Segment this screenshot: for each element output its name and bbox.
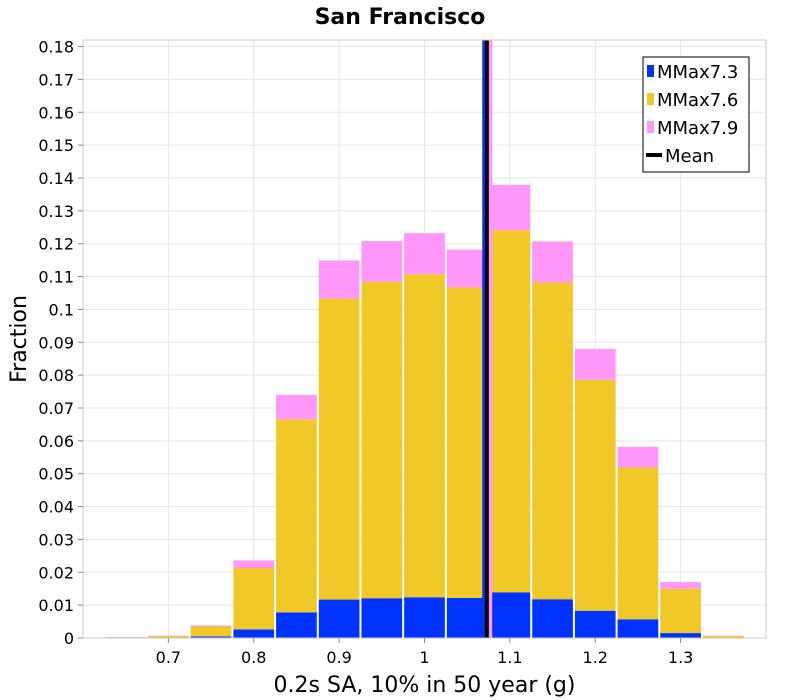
bar-mmax7-3	[617, 619, 659, 638]
y-tick-label: 0.16	[38, 103, 74, 122]
y-tick-label: 0.1	[49, 300, 74, 319]
bar-mmax7-6	[318, 298, 360, 600]
bar-mmax7-6	[660, 588, 701, 634]
x-axis-label: 0.2s SA, 10% in 50 year (g)	[274, 673, 576, 698]
bar-mmax7-6	[361, 281, 403, 599]
bar-mmax7-9	[361, 241, 403, 282]
bar-mmax7-3	[318, 599, 360, 638]
y-tick-label: 0.01	[38, 596, 74, 615]
y-tick-label: 0.07	[38, 399, 74, 418]
x-tick-label: 1.1	[497, 648, 522, 667]
y-tick-label: 0.17	[38, 70, 74, 89]
x-tick-label: 0.9	[326, 648, 351, 667]
legend-box	[642, 56, 750, 173]
bar-mmax7-3	[361, 598, 403, 638]
bar-mmax7-6	[574, 379, 616, 611]
y-tick-label: 0.11	[38, 268, 74, 287]
y-tick-label: 0.15	[38, 136, 74, 155]
bar-mmax7-9	[190, 625, 232, 627]
y-tick-label: 0.02	[38, 563, 74, 582]
bar-mmax7-9	[318, 260, 360, 299]
legend-label-mean: Mean	[665, 146, 714, 167]
bar-mmax7-3	[190, 636, 232, 638]
bar-mmax7-9	[660, 582, 701, 589]
y-tick-label: 0.05	[38, 465, 74, 484]
x-tick-label: 0.8	[241, 648, 266, 667]
y-tick-label: 0.18	[38, 38, 74, 57]
y-tick-label: 0.13	[38, 202, 74, 221]
bars	[105, 184, 744, 638]
bar-mmax7-9	[446, 249, 488, 288]
y-tick-label: 0.08	[38, 366, 74, 385]
legend-swatch-mmax7-3	[647, 65, 654, 77]
x-axis-ticks: 0.7 0.8 0.9 1 1.1 1.2 1.3	[156, 638, 693, 667]
y-tick-label: 0.06	[38, 432, 74, 451]
bar-mmax7-6	[702, 636, 744, 638]
bar-mmax7-6	[233, 568, 275, 630]
bar-mmax7-6	[617, 467, 659, 620]
bar-mmax7-6	[404, 274, 445, 598]
bar-mmax7-3	[574, 610, 616, 638]
x-tick-label: 1	[419, 648, 429, 667]
bar-mmax7-6	[532, 282, 573, 600]
bar-mmax7-9	[233, 560, 275, 569]
legend-label-mmax7-3: MMax7.3	[657, 62, 738, 83]
y-tick-label: 0.14	[38, 169, 74, 188]
bar-mmax7-6	[489, 230, 531, 593]
bar-mmax7-3	[233, 629, 275, 638]
y-axis-label: Fraction	[7, 295, 32, 383]
y-tick-label: 0	[64, 629, 74, 648]
bar-mmax7-6	[276, 419, 317, 613]
bar-mmax7-6	[148, 636, 189, 638]
y-tick-label: 0.03	[38, 530, 74, 549]
chart-title: San Francisco	[315, 5, 486, 30]
y-tick-label: 0.04	[38, 498, 74, 517]
mean-lines	[482, 40, 493, 638]
bar-mmax7-9	[532, 241, 573, 283]
x-tick-label: 1.3	[668, 648, 693, 667]
bar-mmax7-9	[617, 446, 659, 468]
legend-label-mmax7-9: MMax7.9	[657, 118, 738, 139]
bar-mmax7-3	[446, 597, 488, 638]
bar-mmax7-6	[190, 626, 232, 637]
legend: MMax7.3 MMax7.6 MMax7.9 Mean	[642, 56, 750, 173]
bar-mmax7-9	[574, 348, 616, 380]
bar-mmax7-3	[532, 599, 573, 638]
x-tick-label: 0.7	[156, 648, 181, 667]
bar-mmax7-6	[446, 287, 488, 598]
bar-mmax7-9	[404, 233, 445, 275]
y-axis-ticks: 0 0.01 0.02 0.03 0.04 0.05 0.06 0.07 0.08 0.09 0.1…	[38, 38, 83, 648]
y-tick-label: 0.09	[38, 333, 74, 352]
bar-mmax7-3	[489, 592, 531, 638]
legend-swatch-mmax7-6	[647, 93, 654, 105]
bar-mmax7-3	[276, 612, 317, 638]
bar-mmax7-9	[489, 184, 531, 231]
legend-swatch-mmax7-9	[647, 121, 654, 133]
bar-mmax7-3	[660, 633, 701, 638]
bar-mmax7-3	[404, 597, 445, 638]
x-tick-label: 1.2	[583, 648, 608, 667]
y-tick-label: 0.12	[38, 235, 74, 254]
legend-label-mmax7-6: MMax7.6	[657, 90, 738, 111]
bar-mmax7-9	[276, 394, 317, 420]
